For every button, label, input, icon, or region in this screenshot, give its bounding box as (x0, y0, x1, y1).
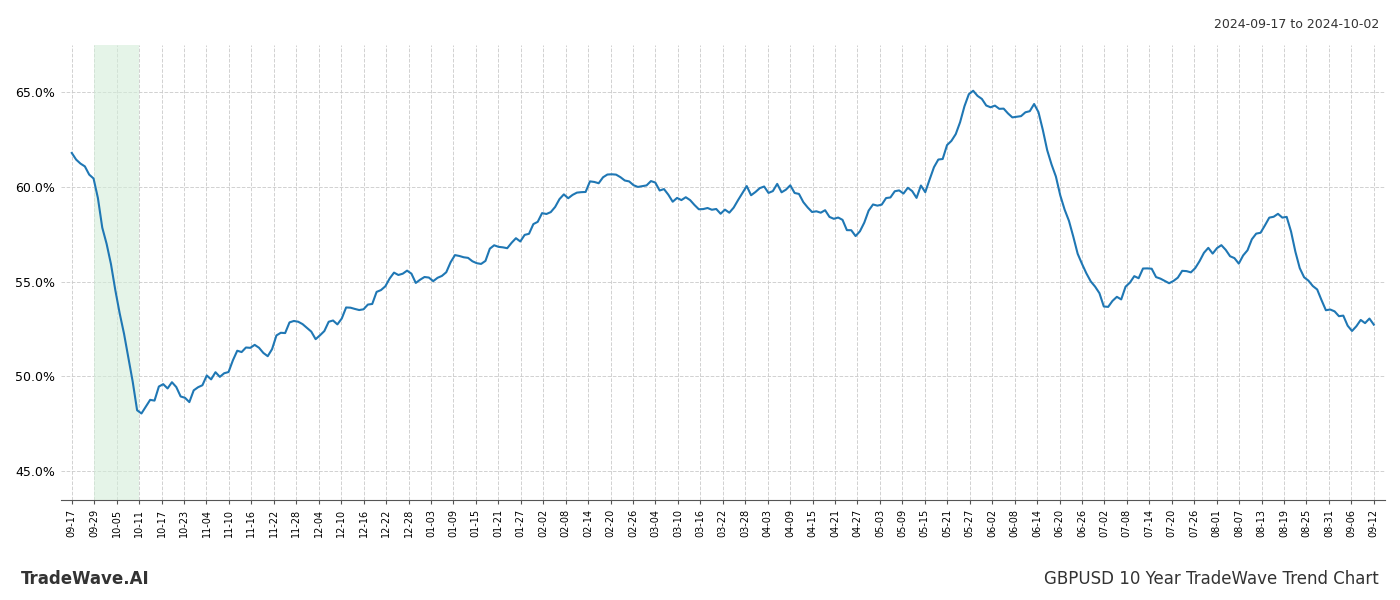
Text: GBPUSD 10 Year TradeWave Trend Chart: GBPUSD 10 Year TradeWave Trend Chart (1044, 570, 1379, 588)
Text: TradeWave.AI: TradeWave.AI (21, 570, 150, 588)
Bar (94, 45, 139, 500)
Text: 2024-09-17 to 2024-10-02: 2024-09-17 to 2024-10-02 (1214, 18, 1379, 31)
